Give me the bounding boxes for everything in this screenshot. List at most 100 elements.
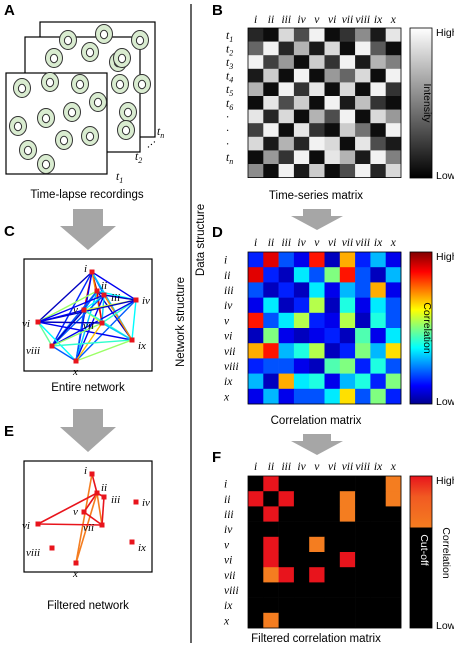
matrix-cell <box>293 252 310 268</box>
row-label: t4 <box>226 71 233 85</box>
matrix-cell <box>324 68 341 83</box>
matrix-cell <box>263 312 279 329</box>
panel-d-caption: Correlation matrix <box>271 415 362 427</box>
matrix-cell <box>309 491 325 507</box>
network-node-label: viii <box>26 345 40 357</box>
row-label: t5 <box>226 84 233 98</box>
network-node <box>99 320 105 326</box>
matrix-cell <box>248 109 264 124</box>
matrix-cell <box>324 476 341 492</box>
matrix-cell <box>324 536 341 553</box>
network-node <box>94 490 100 496</box>
matrix-cell <box>278 96 295 110</box>
matrix-cell <box>339 312 356 329</box>
matrix-cell <box>385 506 402 522</box>
column-label: vi <box>328 237 336 249</box>
matrix-cell <box>263 55 279 70</box>
correlation-column-labels: i ii iii iv v vi vii viii ix x <box>254 237 397 249</box>
column-label: v <box>314 14 320 26</box>
row-label: x <box>223 615 230 627</box>
matrix-cell <box>324 328 341 344</box>
matrix-cell <box>309 68 325 83</box>
matrix-cell <box>309 312 325 329</box>
matrix-cell <box>263 582 279 598</box>
matrix-cell <box>309 82 325 97</box>
matrix-cell <box>355 476 371 492</box>
matrix-cell <box>263 150 279 165</box>
matrix-cell <box>324 297 341 314</box>
column-label: iv <box>297 461 306 473</box>
matrix-cell <box>309 536 325 553</box>
timeseries-matrix <box>247 27 402 179</box>
filtered-colorbar-cutoff: Cut-off <box>418 534 430 565</box>
row-label: i <box>224 479 227 491</box>
matrix-cell <box>339 476 356 492</box>
cell-icon <box>119 102 137 122</box>
cell-icon <box>19 140 37 160</box>
matrix-cell <box>339 82 356 97</box>
column-label: v <box>314 237 320 249</box>
matrix-cell <box>339 506 356 522</box>
column-label: iii <box>281 461 291 473</box>
matrix-cell <box>309 55 325 70</box>
network-node <box>99 522 105 528</box>
network-edge <box>101 322 133 341</box>
matrix-cell <box>263 164 279 178</box>
column-label: iii <box>281 237 291 249</box>
row-label: vi <box>224 555 232 567</box>
timeseries-colorbar-title: Intensity <box>421 83 433 123</box>
network-node-label: x <box>72 366 78 378</box>
matrix-cell <box>248 536 264 553</box>
matrix-cell <box>385 582 402 598</box>
matrix-cell <box>385 68 402 83</box>
cell-icon <box>81 126 99 146</box>
matrix-cell <box>248 476 264 492</box>
matrix-cell <box>263 506 279 522</box>
row-label: t2 <box>226 43 233 57</box>
matrix-cell <box>278 267 295 283</box>
matrix-cell <box>278 252 295 268</box>
matrix-cell <box>263 282 279 298</box>
column-label: viii <box>355 14 370 26</box>
matrix-cell <box>339 597 356 614</box>
matrix-cell <box>339 521 356 538</box>
matrix-cell <box>339 164 356 178</box>
matrix-cell <box>355 28 371 42</box>
matrix-cell <box>355 582 371 598</box>
network-node <box>35 521 41 527</box>
matrix-cell <box>309 109 325 124</box>
matrix-cell <box>370 150 386 165</box>
matrix-cell <box>278 297 295 314</box>
correlation-colorbar-low: Low <box>436 396 454 408</box>
matrix-cell <box>355 297 371 314</box>
panel-c-letter: C <box>4 223 15 240</box>
matrix-cell <box>293 136 310 151</box>
network-node-label: ii <box>101 280 107 292</box>
network-node <box>129 337 135 343</box>
arrow-c-to-e <box>60 409 116 452</box>
matrix-cell <box>248 373 264 390</box>
cell-icon <box>59 30 77 50</box>
matrix-cell <box>370 388 386 405</box>
matrix-cell <box>370 282 386 298</box>
matrix-cell <box>309 373 325 390</box>
matrix-cell <box>248 41 264 56</box>
matrix-cell <box>309 150 325 165</box>
network-node <box>35 319 41 325</box>
matrix-cell <box>385 343 402 359</box>
matrix-cell <box>263 267 279 283</box>
matrix-cell <box>278 164 295 178</box>
network-edge <box>51 345 77 362</box>
matrix-cell <box>309 597 325 614</box>
matrix-cell <box>339 567 356 583</box>
matrix-cell <box>278 536 295 553</box>
row-label: tn <box>226 152 233 166</box>
matrix-cell <box>278 582 295 598</box>
network-node <box>49 343 55 349</box>
panel-e-letter: E <box>4 423 14 440</box>
matrix-cell <box>248 96 264 110</box>
network-node-label: ix <box>138 340 146 352</box>
filtered-correlation-matrix <box>247 475 402 629</box>
matrix-cell <box>324 582 341 598</box>
matrix-cell <box>263 252 279 268</box>
